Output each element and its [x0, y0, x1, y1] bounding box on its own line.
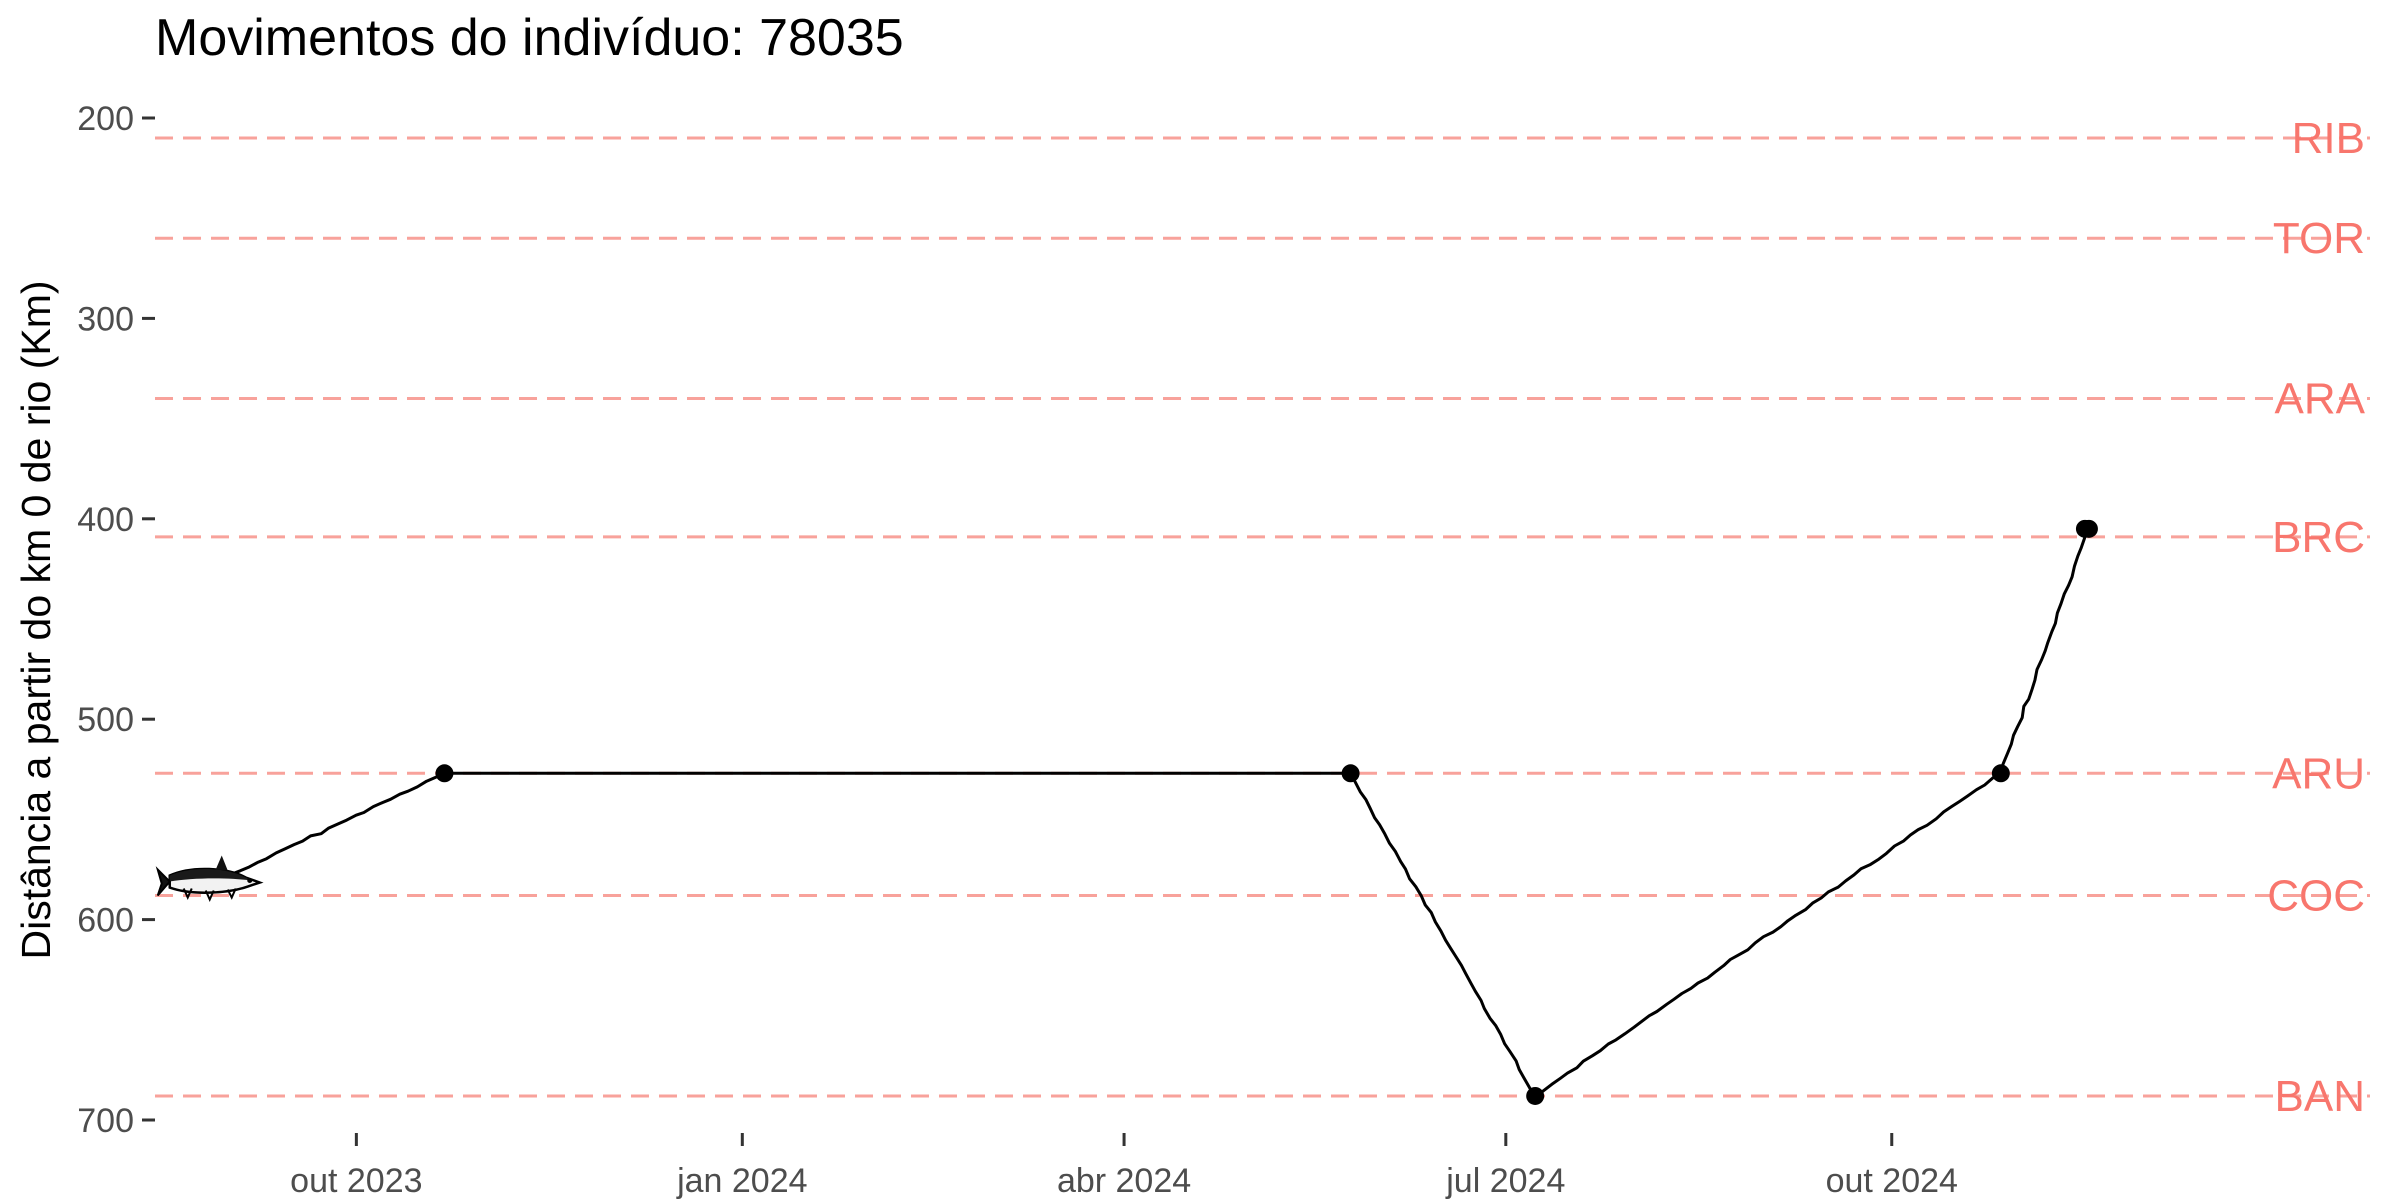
y-tick-label-300: 300 [77, 300, 134, 338]
x-tick-label-2024-01-01: jan 2024 [676, 1162, 807, 1200]
reference-label-rib: RIB [2292, 114, 2365, 163]
detection-point-3 [1526, 1086, 1545, 1105]
fish-icon-shape [155, 855, 264, 902]
movement-track [213, 528, 2091, 1098]
fish-back [169, 868, 252, 882]
reference-label-coc: COC [2267, 872, 2365, 921]
reference-label-ban: BAN [2275, 1072, 2365, 1121]
fish-dorsal-fin [215, 855, 228, 871]
fish-icon [155, 855, 264, 902]
reference-label-aru: ARU [2272, 749, 2365, 798]
y-tick-label-400: 400 [77, 501, 134, 539]
x-tick-label-2024-07-01: jul 2024 [1445, 1162, 1565, 1200]
reference-label-tor: TOR [2273, 214, 2365, 263]
x-tick-label-2023-10-01: out 2023 [290, 1162, 422, 1200]
reference-label-ara: ARA [2275, 375, 2366, 424]
fish-lower-fins [182, 888, 237, 902]
y-tick-label-200: 200 [77, 100, 134, 138]
fish-eye [247, 878, 253, 884]
movement-line [213, 528, 2091, 1098]
chart-title: Movimentos do indivíduo: 78035 [155, 9, 904, 67]
fish-tail [155, 866, 172, 897]
detection-point-2 [1341, 764, 1360, 783]
axes: 200 300 400 500 600 700 out 2023 jan 2024 abr 20… [77, 100, 1958, 1200]
reference-lines: RIB TOR ARA BRC ARU COC BAN [155, 114, 2370, 1121]
detection-point-1 [435, 764, 454, 783]
y-tick-label-700: 700 [77, 1102, 134, 1140]
x-tick-label-2024-04-01: abr 2024 [1057, 1162, 1191, 1200]
x-tick-label-2024-10-01: out 2024 [1826, 1162, 1958, 1200]
y-tick-label-500: 500 [77, 701, 134, 739]
y-tick-label-600: 600 [77, 902, 134, 940]
detection-points [435, 519, 2098, 1105]
detection-point-5-overlap [2075, 519, 2094, 538]
reference-label-brc: BRC [2272, 513, 2365, 562]
detection-point-4 [1991, 764, 2010, 783]
y-axis-label: Distância a partir do km 0 de rio (Km) [13, 280, 59, 959]
